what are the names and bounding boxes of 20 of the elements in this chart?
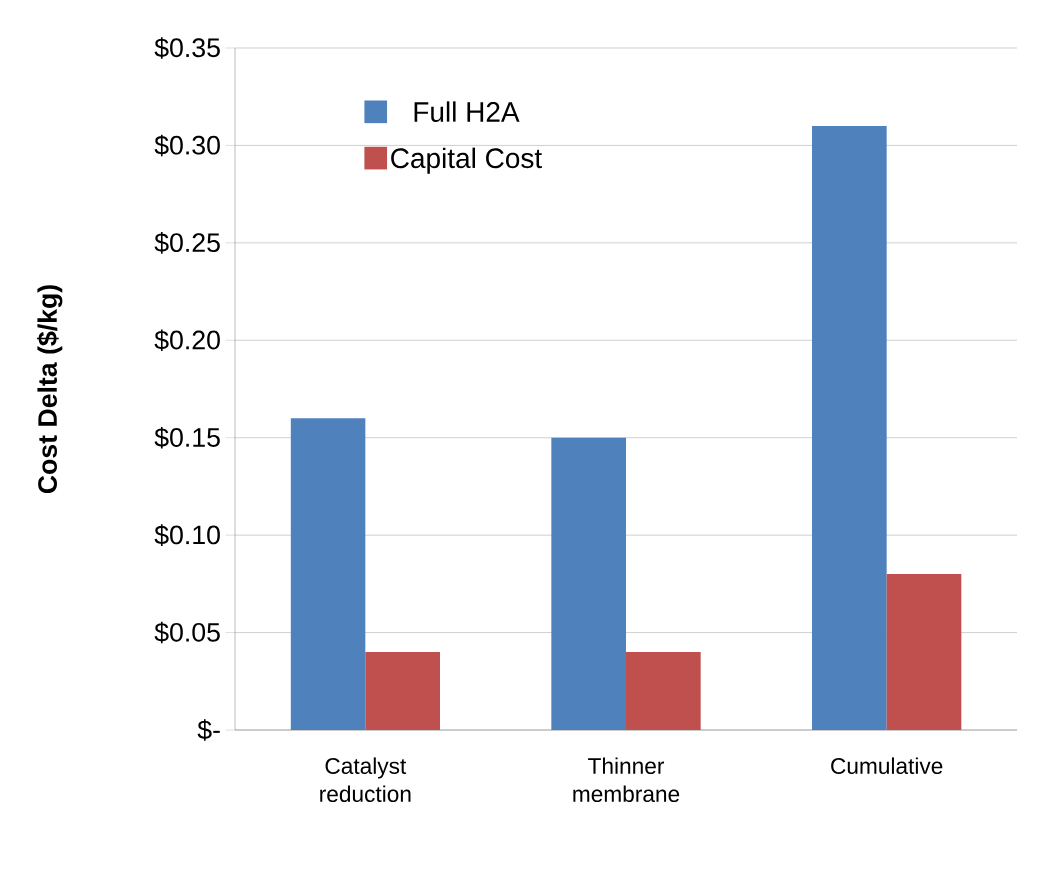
y-tick-label: $0.05 <box>154 621 220 644</box>
x-tick-label: Catalyst reduction <box>320 757 411 803</box>
bar <box>365 652 440 730</box>
y-tick-label: $0.35 <box>154 37 220 59</box>
bar <box>886 574 962 730</box>
x-tick-label: Cumulative <box>831 757 943 775</box>
y-tick-label: $0.10 <box>154 524 220 546</box>
y-axis-title: Cost Delta ($/kg) <box>36 285 63 494</box>
bar <box>626 652 701 730</box>
y-tick-label: $0.20 <box>154 329 220 352</box>
bar <box>551 437 626 730</box>
y-tick-label: $0.30 <box>154 134 220 157</box>
y-tick-label: $0.15 <box>154 426 220 449</box>
y-tick-label: $0.25 <box>154 232 220 254</box>
y-tick-label: $- <box>197 719 220 741</box>
legend-label: Capital Cost <box>391 147 542 174</box>
bar <box>812 125 887 730</box>
bar <box>290 418 366 730</box>
legend-label: Full H2A <box>414 101 520 122</box>
x-tick-label: Thinner membrane <box>573 757 680 803</box>
